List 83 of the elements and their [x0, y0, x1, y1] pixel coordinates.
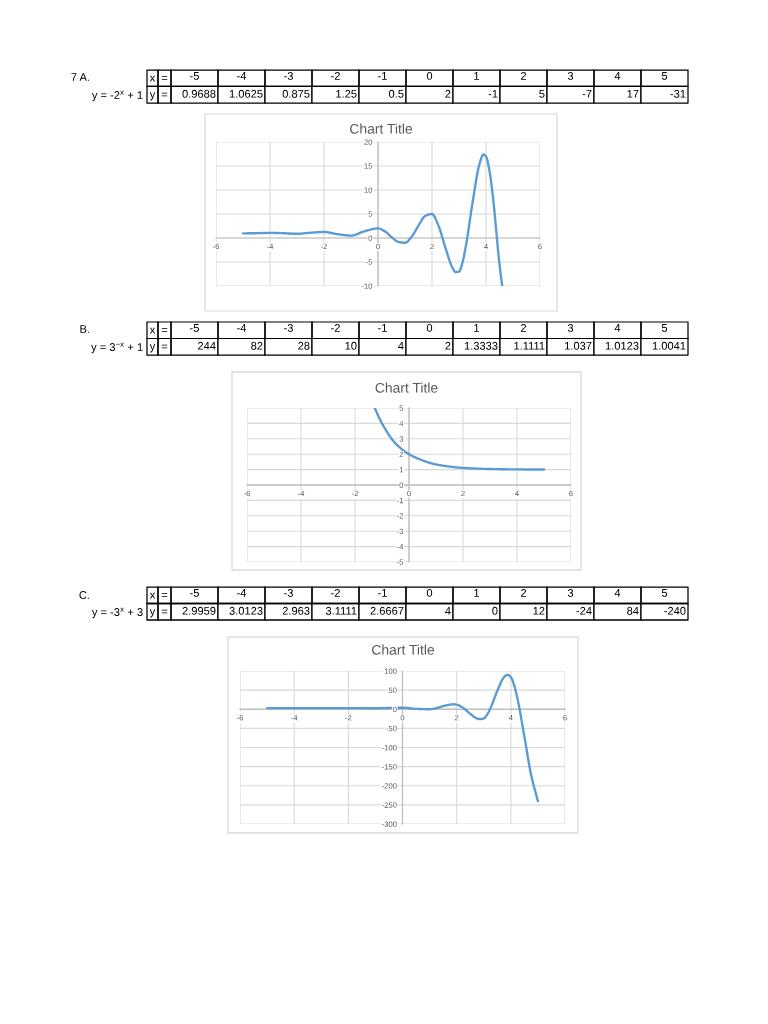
data-label: 5	[539, 89, 545, 98]
x-tick-label: 4	[614, 589, 621, 597]
x-tick-label: 3	[567, 323, 574, 332]
data-label: 2.963	[282, 606, 310, 615]
text: x	[149, 327, 156, 334]
data-label: 1.25	[336, 89, 357, 98]
data-label: 2	[445, 89, 451, 98]
y-tick-label: y = 3$^{−x}$ + 1	[91, 342, 143, 354]
text: x	[149, 75, 156, 82]
x-tick-label: -2	[331, 588, 340, 597]
data-label: -24	[576, 606, 592, 615]
x-tick-label: -4	[237, 324, 247, 332]
x-tick-label: -3	[284, 323, 293, 332]
text: =	[161, 92, 168, 97]
x-tick-label: 4	[614, 72, 621, 80]
data-label: 1.0625	[229, 89, 263, 98]
text: =	[161, 344, 168, 349]
data-label: 3.1111	[325, 606, 357, 615]
data-label: 17	[627, 89, 639, 98]
x-tick-label: -4	[237, 589, 247, 597]
data-label: 84	[627, 606, 639, 615]
x-tick-label: 3	[567, 588, 574, 597]
y-tick-label: y = -3$^{x}$ + 3	[91, 607, 143, 619]
data-label: 244	[198, 341, 216, 350]
text: =	[161, 76, 168, 80]
data-label: 2	[445, 341, 451, 350]
x-tick-label: -5	[190, 72, 199, 80]
x-tick-label: -3	[284, 71, 293, 80]
x-tick-label: 1	[474, 589, 480, 597]
data-label: 82	[251, 341, 263, 350]
data-label: 0.875	[282, 89, 310, 98]
data-label: -7	[582, 89, 592, 98]
data-label: 0.9688	[182, 89, 216, 98]
text: =	[161, 609, 168, 614]
x-tick-label: -5	[190, 324, 199, 332]
x-tick-label: 2	[520, 71, 527, 80]
data-label: 3.0123	[229, 606, 263, 615]
x-tick-label: -3	[284, 588, 293, 597]
text: B.	[80, 325, 89, 333]
data-label: 2.9959	[182, 606, 216, 615]
x-tick-label: 2	[520, 588, 527, 597]
text: 7 A.	[71, 73, 89, 81]
data-label: 1.037	[565, 341, 592, 350]
text: =	[161, 593, 168, 597]
x-tick-label: 1	[474, 72, 480, 80]
data-label: 10	[345, 341, 357, 350]
x-tick-label: 4	[614, 324, 621, 332]
y-tick-label: y = -2$^{x}$ + 1	[91, 90, 143, 102]
text: y	[149, 344, 156, 353]
x-tick-label: -2	[331, 323, 340, 332]
data-label: 0	[492, 606, 498, 615]
text: y	[149, 609, 156, 618]
data-label: 1.1111	[514, 341, 545, 350]
x-tick-label: 1	[474, 324, 480, 332]
chart-title: Chart Title	[372, 644, 435, 655]
data-label: 4	[445, 606, 451, 615]
chart-title: Chart Title	[350, 123, 413, 134]
data-label: 1.3333	[464, 341, 498, 350]
x-tick-label: -2	[331, 71, 340, 80]
chart-title: Chart Title	[375, 382, 438, 393]
text: x	[149, 592, 156, 599]
x-tick-label: 2	[520, 323, 527, 332]
data-label: 1.0041	[652, 341, 686, 350]
text: y	[149, 92, 156, 101]
data-label: 12	[533, 606, 545, 615]
x-tick-label: -4	[237, 72, 247, 80]
data-label: -1	[488, 89, 498, 98]
text: =	[161, 328, 168, 332]
data-label: -31	[670, 89, 686, 98]
x-tick-label: -5	[190, 589, 199, 597]
x-tick-label: 5	[661, 589, 668, 597]
x-tick-label: 3	[567, 71, 574, 80]
x-tick-label: 5	[661, 324, 668, 332]
data-label: 0.5	[388, 89, 404, 98]
text: C.	[79, 591, 89, 599]
x-tick-label: 0	[426, 71, 433, 80]
data-label: 2.6667	[370, 606, 404, 615]
x-tick-label: 0	[426, 323, 433, 332]
x-tick-label: 5	[661, 72, 668, 80]
x-tick-label: 0	[426, 588, 433, 597]
data-label: -240	[664, 606, 686, 615]
data-label: 1.0123	[605, 341, 639, 350]
data-label: 28	[298, 341, 310, 350]
